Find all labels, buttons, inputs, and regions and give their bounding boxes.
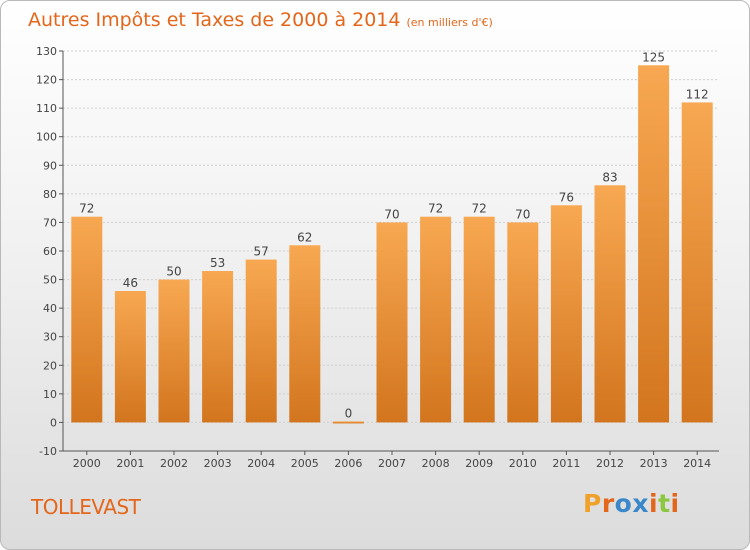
- bar-value-label: 76: [559, 190, 574, 204]
- y-tick-label: 30: [43, 331, 57, 344]
- x-tick-label: 2005: [291, 457, 319, 470]
- x-tick-label: 2012: [596, 457, 624, 470]
- y-tick-label: 70: [43, 216, 57, 229]
- logo-letter: t: [658, 489, 671, 518]
- bar-value-label: 50: [166, 265, 181, 279]
- bar-value-label: 0: [345, 406, 353, 420]
- bar-value-label: 53: [210, 256, 225, 270]
- bar-value-label: 83: [602, 170, 617, 184]
- logo-letter: i: [649, 489, 659, 518]
- chart-unit: (en milliers d'€): [406, 16, 493, 29]
- bar-value-label: 125: [642, 50, 665, 64]
- x-tick-label: 2014: [683, 457, 711, 470]
- y-tick-label: 10: [43, 388, 57, 401]
- commune-name: TOLLEVAST: [31, 495, 141, 519]
- y-tick-label: 80: [43, 188, 57, 201]
- bar-2011: [550, 205, 582, 423]
- y-tick-label: 50: [43, 274, 57, 287]
- logo-letter: o: [614, 489, 633, 518]
- logo-letter: x: [632, 489, 649, 518]
- bar-value-label: 72: [472, 202, 487, 216]
- x-tick-label: 2007: [378, 457, 406, 470]
- y-tick-label: 60: [43, 245, 57, 258]
- logo-letter: r: [601, 489, 615, 518]
- x-tick-label: 2002: [160, 457, 188, 470]
- x-tick-label: 2008: [422, 457, 450, 470]
- y-tick-label: 100: [36, 131, 57, 144]
- y-tick-label: 0: [50, 416, 57, 429]
- bar-value-label: 46: [123, 276, 138, 290]
- x-tick-label: 2006: [334, 457, 362, 470]
- bar-2004: [245, 259, 277, 423]
- chart-title-text: Autres Impôts et Taxes de 2000 à 2014: [28, 9, 401, 31]
- y-tick-label: 130: [36, 45, 57, 58]
- bar-value-label: 112: [686, 87, 709, 101]
- y-tick-label: 40: [43, 302, 57, 315]
- bar-2009: [463, 216, 495, 423]
- bar-2010: [507, 222, 539, 423]
- bar-2007: [376, 222, 408, 423]
- x-tick-label: 2013: [640, 457, 668, 470]
- x-tick-label: 2001: [116, 457, 144, 470]
- x-tick-label: 2003: [204, 457, 232, 470]
- x-tick-label: 2000: [73, 457, 101, 470]
- y-tick-label: 110: [36, 102, 57, 115]
- bar-2006: [332, 421, 364, 424]
- bar-2012: [594, 185, 626, 423]
- chart-title: Autres Impôts et Taxes de 2000 à 2014 (en…: [28, 9, 493, 31]
- bar-2001: [114, 291, 146, 423]
- bar-value-label: 72: [428, 202, 443, 216]
- x-tick-label: 2004: [247, 457, 275, 470]
- bar-2000: [71, 216, 103, 423]
- x-tick-label: 2010: [509, 457, 537, 470]
- y-tick-label: -10: [39, 445, 57, 458]
- bar-value-label: 70: [384, 207, 399, 221]
- y-tick-label: 20: [43, 359, 57, 372]
- y-tick-label: 120: [36, 74, 57, 87]
- bar-value-label: 57: [254, 245, 269, 259]
- bar-value-label: 62: [297, 230, 312, 244]
- bar-value-label: 70: [515, 207, 530, 221]
- bar-2008: [420, 216, 452, 423]
- bar-2002: [158, 279, 190, 423]
- bar-2014: [681, 102, 713, 423]
- bar-2003: [202, 271, 234, 423]
- proxiti-logo: Proxiti: [583, 489, 680, 518]
- bar-2013: [638, 65, 670, 423]
- x-tick-label: 2009: [465, 457, 493, 470]
- bar-2005: [289, 245, 321, 423]
- y-tick-label: 90: [43, 159, 57, 172]
- x-tick-label: 2011: [552, 457, 580, 470]
- bar-value-label: 72: [79, 202, 94, 216]
- logo-letter: i: [670, 489, 680, 518]
- logo-letter: P: [583, 489, 602, 518]
